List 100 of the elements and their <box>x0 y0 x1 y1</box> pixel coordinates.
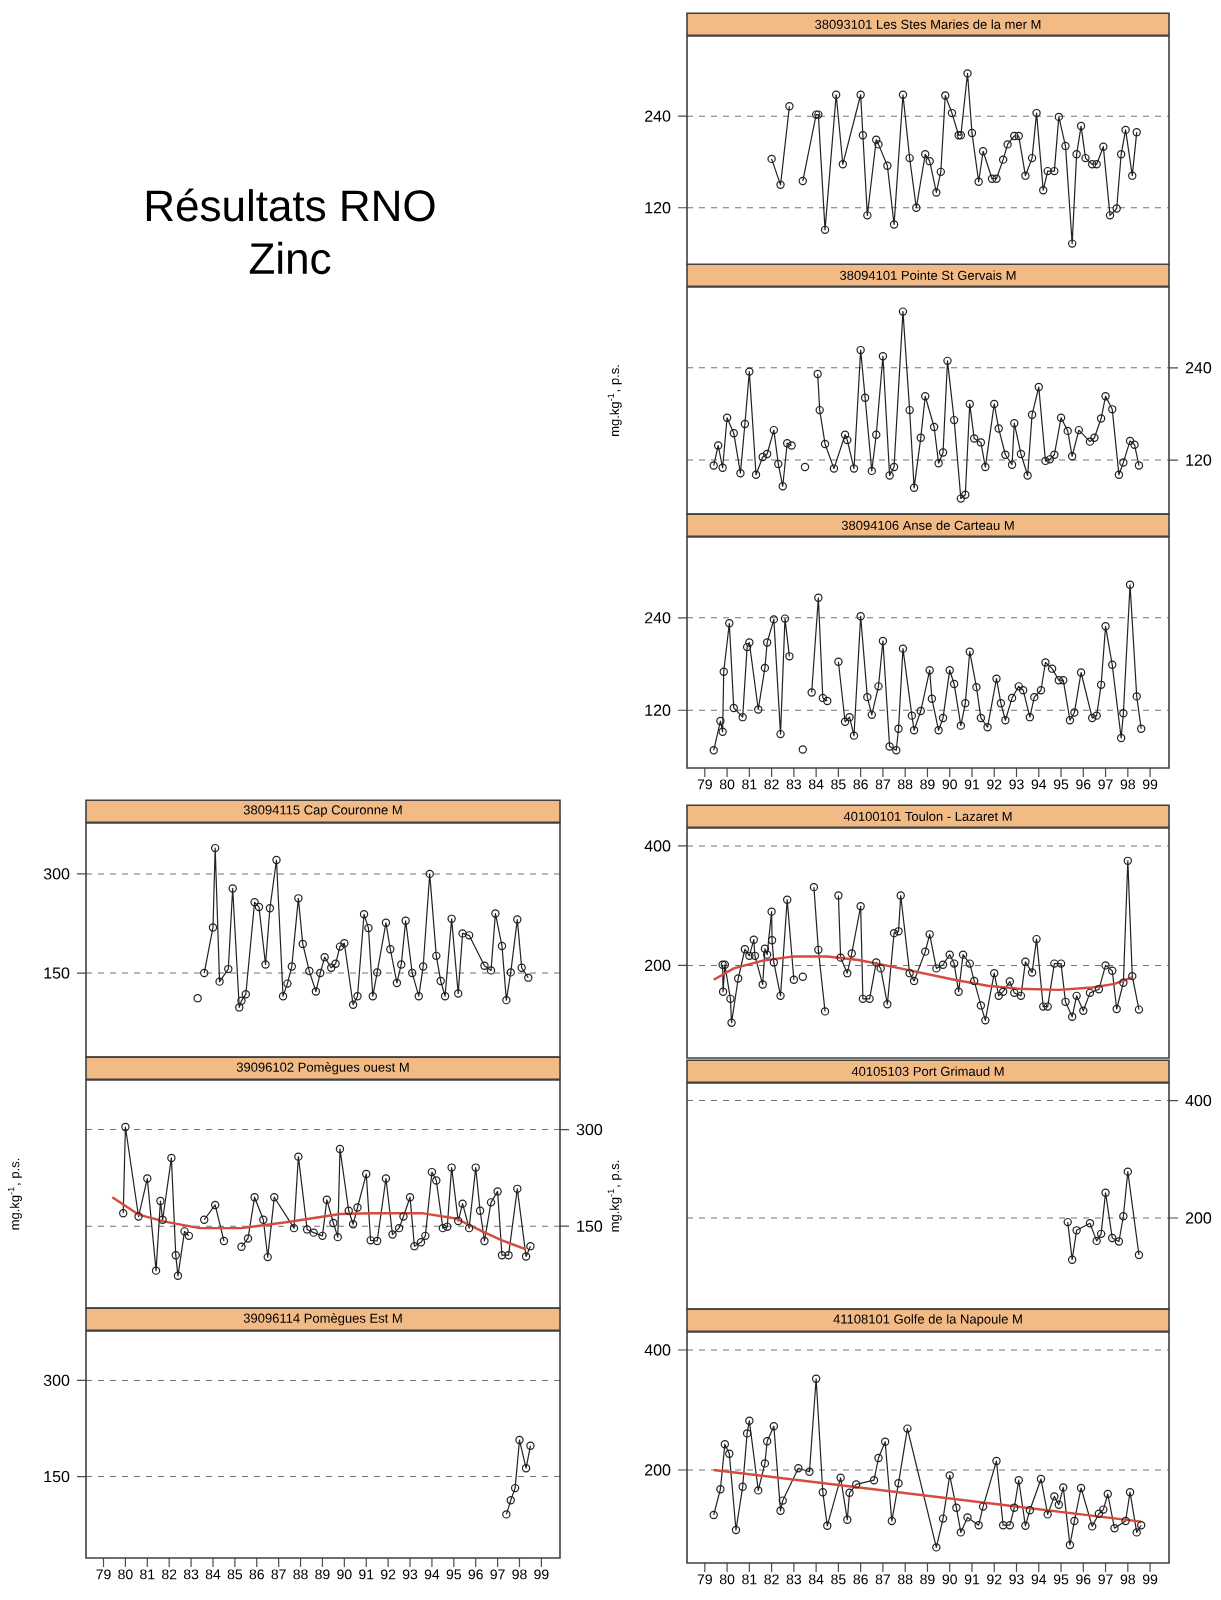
x-tick-label: 97 <box>490 1569 505 1580</box>
y2-tick-label: 240 <box>1185 362 1212 374</box>
point <box>491 909 500 918</box>
chart-title: 38093101 Les Stes Maries de la mer M <box>815 19 1041 29</box>
x-tick-label: 93 <box>402 1569 418 1580</box>
point <box>320 952 329 962</box>
point <box>287 962 296 971</box>
x-tick-label: 87 <box>271 1569 286 1580</box>
point <box>228 884 237 893</box>
point <box>921 150 930 159</box>
point <box>978 147 988 156</box>
x-tick-label: 80 <box>118 1569 133 1580</box>
point <box>963 69 972 78</box>
text: Zinc <box>249 241 331 275</box>
point <box>1092 160 1101 169</box>
x-tick-label: 83 <box>786 1574 802 1585</box>
point <box>1063 1217 1072 1227</box>
x-tick-label: 96 <box>1076 1574 1091 1585</box>
point <box>767 154 776 164</box>
y-tick-label: 120 <box>645 704 671 716</box>
y-axis-title: mg.kg$^{-1}$, p.s. <box>607 1160 622 1232</box>
x-tick-label: 98 <box>512 1569 527 1580</box>
point <box>1101 1188 1110 1197</box>
x-tick-label: 94 <box>424 1569 440 1580</box>
point <box>436 976 445 986</box>
point <box>464 931 474 940</box>
x-tick-label: 94 <box>1031 1574 1047 1585</box>
point <box>418 962 428 971</box>
x-tick-label: 91 <box>359 1569 374 1580</box>
point <box>987 174 997 183</box>
point <box>1003 140 1012 149</box>
x-tick-label: 97 <box>1098 779 1113 790</box>
point <box>1088 160 1097 169</box>
point <box>368 991 378 1001</box>
x-tick-label: 85 <box>227 1569 243 1580</box>
x-tick-label: 85 <box>831 779 846 790</box>
point <box>1099 142 1108 151</box>
point <box>364 923 373 933</box>
point <box>863 211 872 220</box>
point <box>250 898 259 907</box>
point <box>340 939 349 948</box>
x-tick-label: 93 <box>1009 1574 1024 1585</box>
point <box>925 156 934 166</box>
x-tick-label: 98 <box>1120 1574 1135 1585</box>
chart-title: 38094101 Pointe St Gervais M <box>839 270 1016 280</box>
point <box>1050 166 1059 176</box>
point <box>912 203 921 212</box>
x-tick-label: 94 <box>1031 779 1047 790</box>
point <box>506 968 515 977</box>
point <box>1128 171 1137 180</box>
point <box>414 991 423 1001</box>
point <box>372 968 382 977</box>
point <box>1092 1236 1101 1246</box>
point <box>265 904 275 913</box>
point <box>967 128 977 138</box>
x-tick-label: 97 <box>1098 1574 1113 1585</box>
point <box>348 1000 358 1009</box>
x-tick-label: 84 <box>808 1574 824 1585</box>
point <box>513 915 522 924</box>
y-axis-title: mg.kg$^{-1}$, p.s. <box>7 1158 22 1230</box>
point <box>1108 1233 1117 1243</box>
point <box>386 945 395 954</box>
point <box>956 131 966 140</box>
point <box>486 966 496 975</box>
point <box>1116 150 1126 159</box>
point <box>283 979 292 988</box>
point <box>941 91 950 100</box>
point <box>1132 127 1141 137</box>
x-tick-label: 83 <box>183 1569 199 1580</box>
y-tick-label: 400 <box>644 1344 671 1356</box>
y-tick-label: 240 <box>645 612 671 624</box>
point <box>392 978 402 988</box>
point <box>1067 1255 1077 1264</box>
point <box>521 1464 531 1473</box>
y-tick-label: 400 <box>644 840 671 852</box>
point <box>294 894 303 903</box>
chart-title: 39096114 Pomègues Est M <box>243 1313 402 1326</box>
point <box>401 916 410 926</box>
chart-title: 38094106 Anse de Carteau M <box>841 520 1014 530</box>
x-tick-label: 90 <box>942 779 957 790</box>
x-tick-label: 95 <box>1053 1574 1069 1585</box>
point <box>408 968 417 978</box>
x-tick-label: 96 <box>468 1569 483 1580</box>
x-tick-label: 79 <box>697 1574 712 1585</box>
chart-title: 39096102 Pomègues ouest M <box>236 1062 409 1075</box>
y-tick-label: 150 <box>44 1470 70 1483</box>
x-tick-label: 99 <box>1142 1574 1158 1585</box>
point <box>1134 1250 1144 1260</box>
x-tick-label: 92 <box>987 1574 1002 1585</box>
x-tick-label: 88 <box>293 1569 308 1580</box>
point <box>1043 166 1052 176</box>
x-tick-label: 82 <box>162 1569 177 1580</box>
x-tick-label: 96 <box>1076 779 1091 790</box>
point <box>272 855 281 865</box>
x-tick-label: 81 <box>742 1574 757 1585</box>
point <box>327 963 336 972</box>
y2-tick-label: 120 <box>1186 454 1212 466</box>
point <box>874 140 883 149</box>
y2-tick-label: 200 <box>1185 1212 1212 1224</box>
point <box>1121 125 1130 135</box>
